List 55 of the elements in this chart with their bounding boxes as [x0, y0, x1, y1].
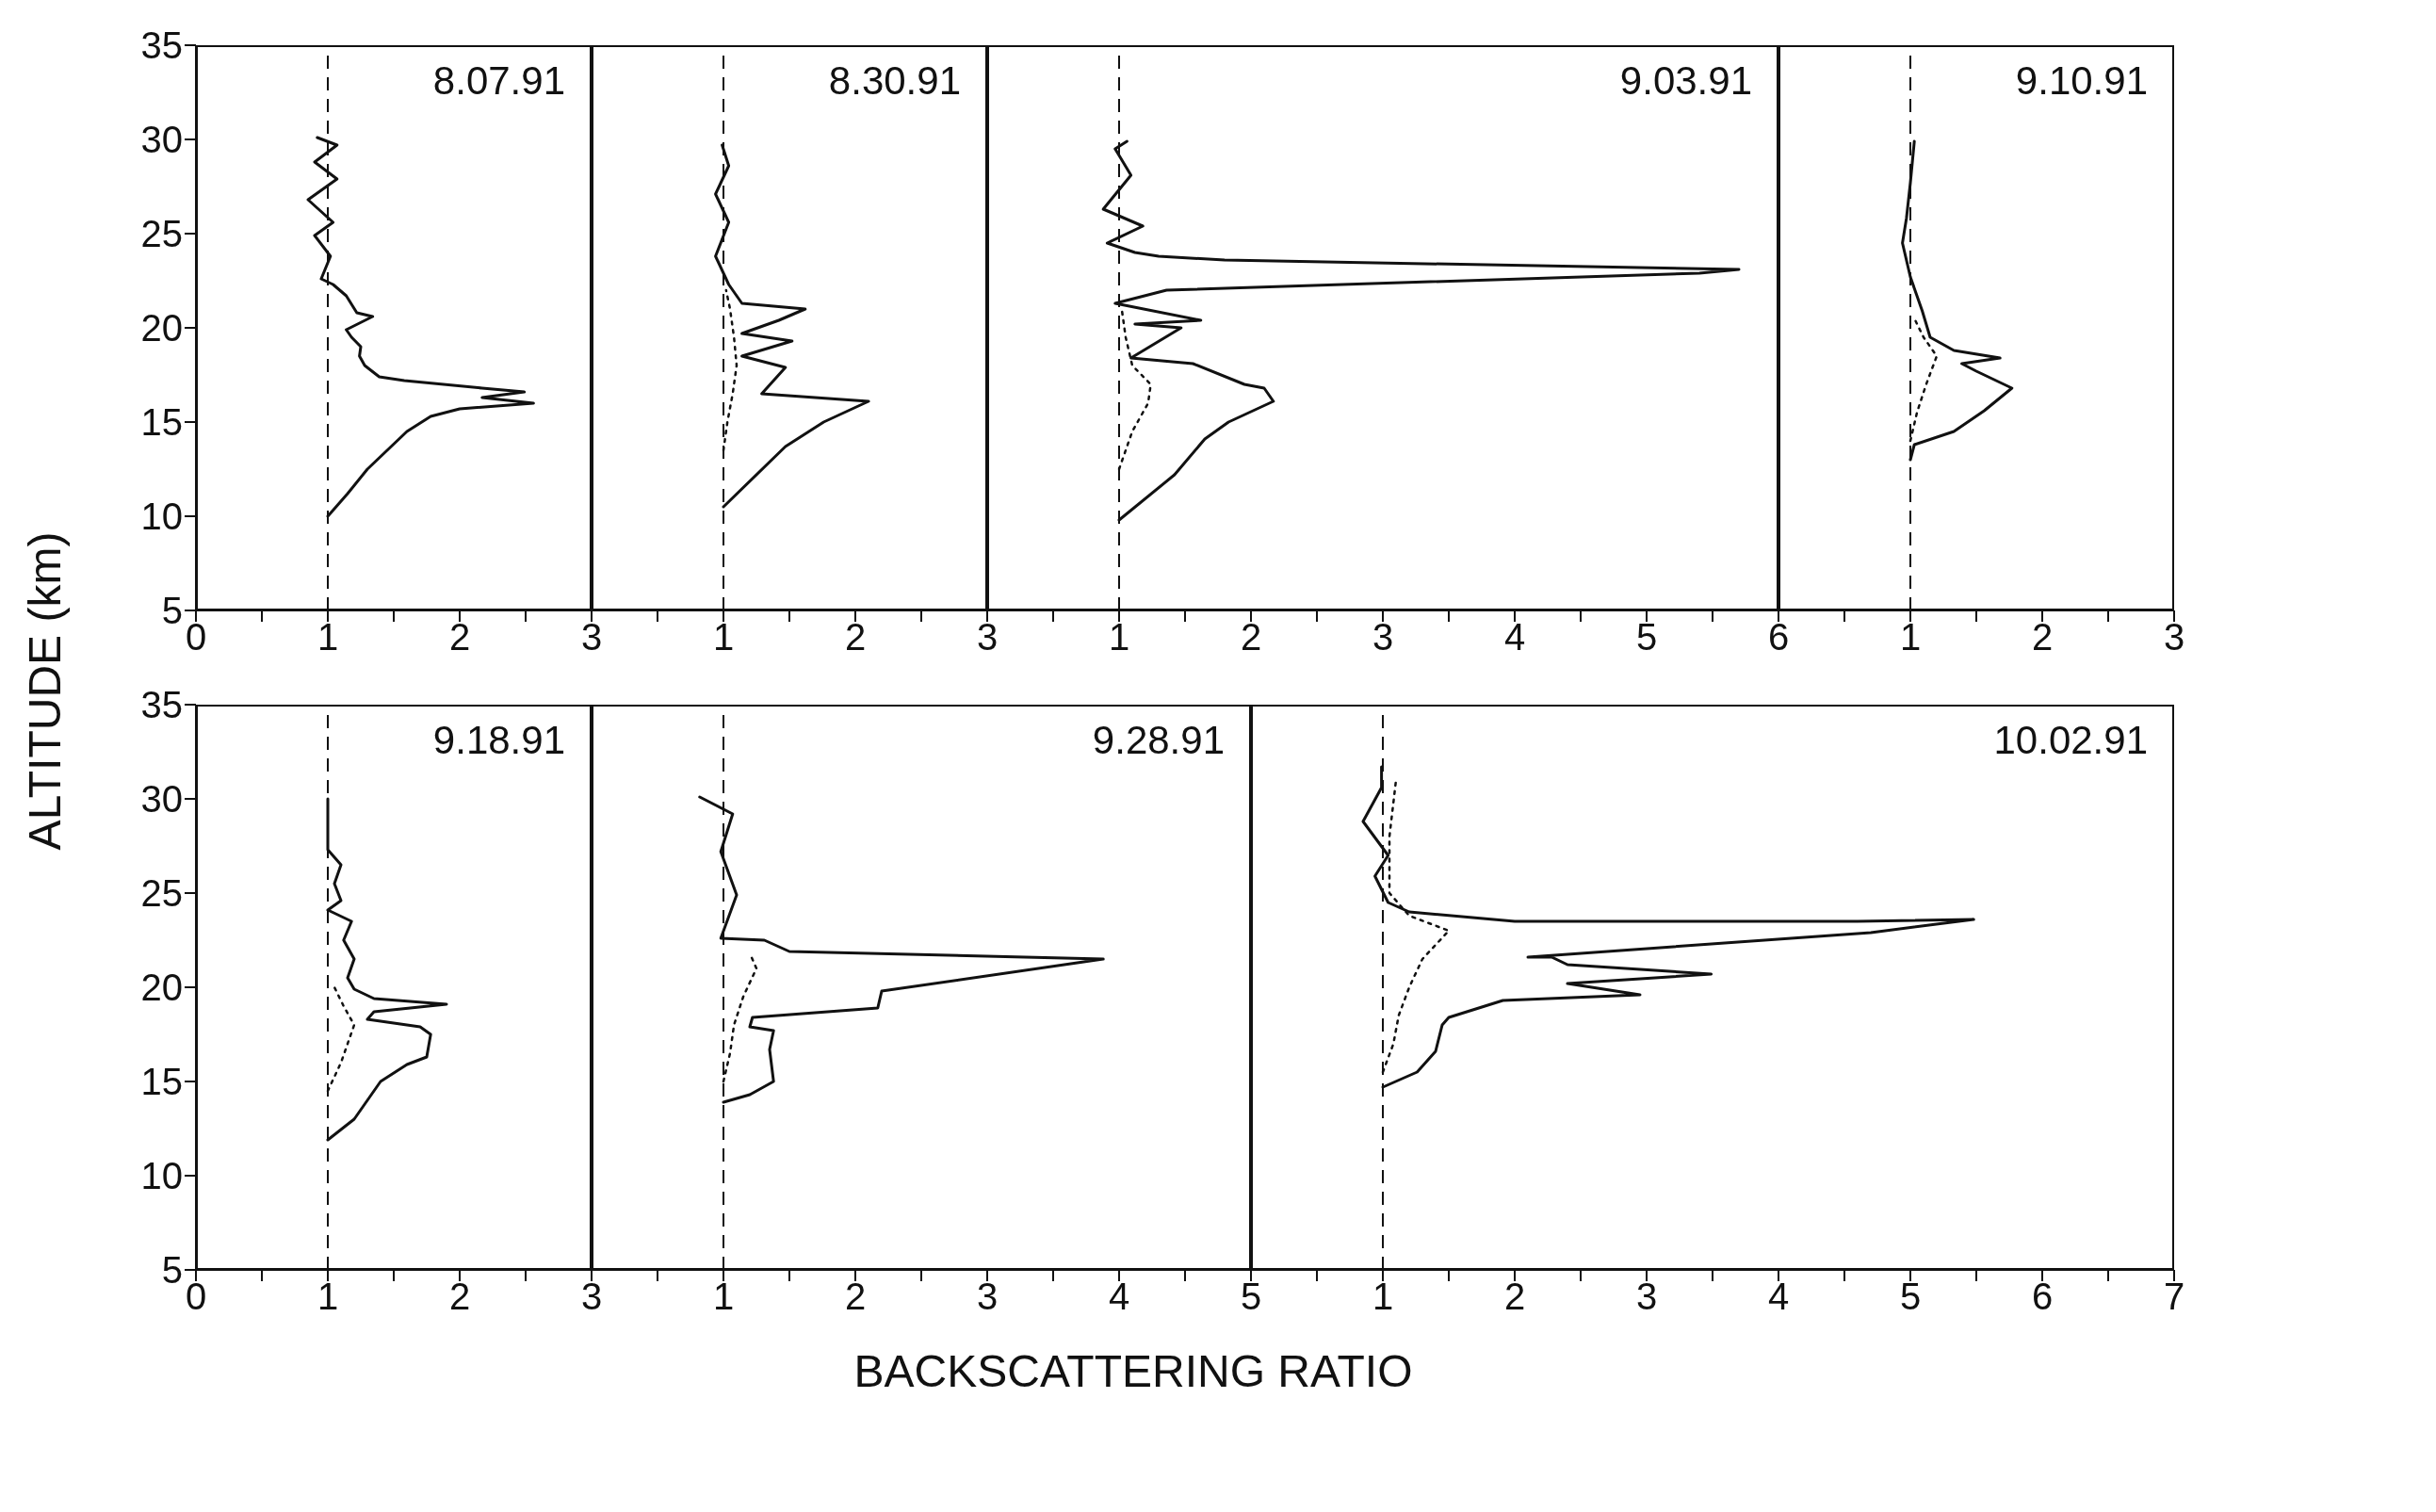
x-tick-label: 5: [1240, 1276, 1262, 1318]
x-tick-label: 2: [844, 616, 867, 658]
x-tick-label: 3: [976, 616, 999, 658]
x-tick-label: 5: [1899, 1276, 1922, 1318]
x-tick-label: 3: [2163, 616, 2185, 658]
x-tick-label: 4: [1503, 616, 1526, 658]
y-tick-label: 5: [161, 1249, 183, 1292]
chart-title: 9.10.91: [2015, 58, 2148, 104]
x-tick-label: 1: [317, 616, 339, 658]
y-tick-label: 30: [140, 778, 183, 821]
x-tick-label: 7: [2163, 1276, 2185, 1318]
x-tick-label: 6: [1767, 616, 1790, 658]
x-tick-label: 5: [1635, 616, 1658, 658]
x-tick-label: 2: [448, 616, 471, 658]
y-tick-label: 25: [140, 213, 183, 255]
x-tick-label: 3: [976, 1276, 999, 1318]
x-tick-label: 1: [1108, 616, 1130, 658]
y-tick-label: 10: [140, 496, 183, 538]
y-tick-label: 35: [140, 24, 183, 67]
x-tick-label: 0: [185, 1276, 207, 1318]
x-tick-label: 2: [448, 1276, 471, 1318]
x-tick-label: 1: [712, 1276, 735, 1318]
y-tick-label: 15: [140, 1061, 183, 1103]
chart-title: 9.28.91: [1092, 718, 1225, 763]
x-tick-label: 4: [1767, 1276, 1790, 1318]
x-tick-label: 6: [2031, 1276, 2054, 1318]
x-tick-label: 1: [1372, 1276, 1394, 1318]
x-tick-label: 2: [1503, 1276, 1526, 1318]
x-tick-label: 0: [185, 616, 207, 658]
y-tick-label: 5: [161, 590, 183, 632]
x-tick-label: 2: [844, 1276, 867, 1318]
chart-title: 8.30.91: [828, 58, 961, 104]
x-tick-label: 3: [1635, 1276, 1658, 1318]
x-tick-label: 3: [580, 616, 603, 658]
chart-title: 10.02.91: [1993, 718, 2148, 763]
chart-title: 8.07.91: [432, 58, 565, 104]
x-tick-label: 2: [2031, 616, 2054, 658]
x-tick-label: 4: [1108, 1276, 1130, 1318]
y-tick-label: 10: [140, 1155, 183, 1197]
x-tick-label: 3: [1372, 616, 1394, 658]
y-tick-label: 15: [140, 401, 183, 444]
x-tick-label: 1: [317, 1276, 339, 1318]
y-tick-label: 25: [140, 872, 183, 915]
x-tick-label: 3: [580, 1276, 603, 1318]
x-tick-label: 2: [1240, 616, 1262, 658]
chart-title: 9.03.91: [1619, 58, 1752, 104]
y-axis-title: ALTITUDE (km): [19, 531, 72, 850]
x-axis-title: BACKSCATTERING RATIO: [853, 1345, 1414, 1397]
y-tick-label: 35: [140, 684, 183, 726]
y-tick-label: 30: [140, 119, 183, 161]
x-tick-label: 1: [712, 616, 735, 658]
y-tick-label: 20: [140, 967, 183, 1009]
y-tick-label: 20: [140, 307, 183, 350]
x-tick-label: 1: [1899, 616, 1922, 658]
chart-title: 9.18.91: [432, 718, 565, 763]
